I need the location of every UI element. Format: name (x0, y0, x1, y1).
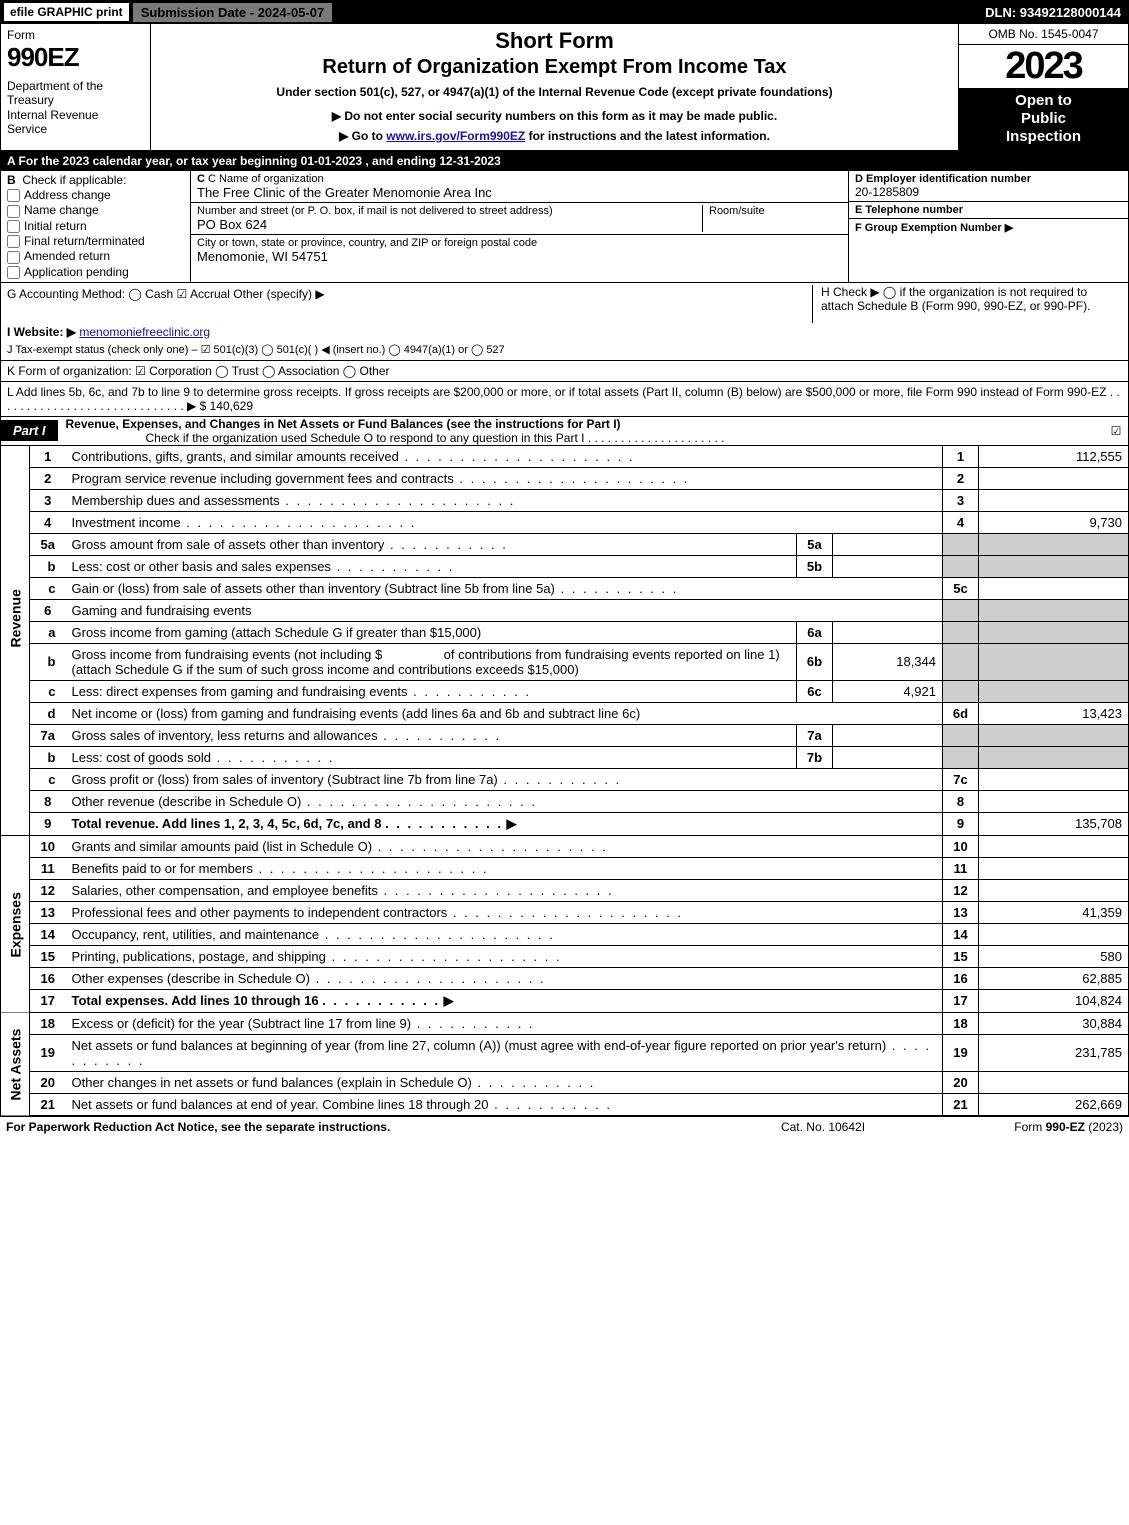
dln: DLN: 93492128000144 (985, 5, 1125, 20)
net-assets-side-label: Net Assets (1, 1013, 30, 1116)
amt-7c (979, 768, 1129, 790)
part-i-tab: Part I (1, 420, 58, 441)
irs-link[interactable]: www.irs.gov/Form990EZ (386, 129, 525, 143)
amt-10 (979, 836, 1129, 858)
section-bcdef: B Check if applicable: Address change Na… (0, 171, 1129, 283)
amt-1: 112,555 (979, 446, 1129, 468)
amt-14 (979, 923, 1129, 945)
amt-20 (979, 1071, 1129, 1093)
amt-15: 580 (979, 945, 1129, 967)
city-state-zip: Menomonie, WI 54751 (197, 249, 842, 264)
header-left: Form 990EZ Department of theTreasuryInte… (1, 24, 151, 150)
part-i-title: Revenue, Expenses, and Changes in Net As… (58, 417, 1104, 445)
website-link[interactable]: menomoniefreeclinic.org (79, 325, 210, 339)
short-form-title: Short Form (159, 28, 950, 54)
amt-9: 135,708 (979, 812, 1129, 835)
goto-line: ▶ Go to www.irs.gov/Form990EZ for instru… (159, 129, 950, 143)
box-7b (833, 746, 943, 768)
box-b: B Check if applicable: Address change Na… (1, 171, 191, 282)
expenses-table: Expenses 10 Grants and similar amounts p… (0, 836, 1129, 1013)
part-i-header: Part I Revenue, Expenses, and Changes in… (0, 417, 1129, 446)
chk-amended-return[interactable]: Amended return (7, 249, 184, 263)
amt-5c (979, 577, 1129, 599)
chk-final-return[interactable]: Final return/terminated (7, 234, 184, 248)
header-right: OMB No. 1545-0047 2023 Open toPublicInsp… (958, 24, 1128, 150)
amt-13: 41,359 (979, 901, 1129, 923)
tax-year: 2023 (959, 45, 1128, 88)
form-number: 990EZ (7, 42, 144, 73)
footer-cat: Cat. No. 10642I (723, 1120, 923, 1134)
amt-19: 231,785 (979, 1034, 1129, 1071)
line-k: K Form of organization: ☑ Corporation ◯ … (0, 361, 1129, 382)
revenue-table: Revenue 1 Contributions, gifts, grants, … (0, 446, 1129, 836)
box-7a (833, 724, 943, 746)
header-center: Short Form Return of Organization Exempt… (151, 24, 958, 150)
efile-label[interactable]: efile GRAPHIC print (4, 3, 129, 21)
line-l: L Add lines 5b, 6c, and 7b to line 9 to … (0, 382, 1129, 417)
department: Department of theTreasuryInternal Revenu… (7, 79, 144, 137)
footer-left: For Paperwork Reduction Act Notice, see … (6, 1120, 723, 1134)
form-word: Form (7, 28, 144, 42)
return-title: Return of Organization Exempt From Incom… (159, 56, 950, 79)
gross-receipts: 140,629 (210, 399, 253, 413)
box-c: C C Name of organization The Free Clinic… (191, 171, 848, 282)
ssn-warning: ▶ Do not enter social security numbers o… (159, 109, 950, 123)
under-section: Under section 501(c), 527, or 4947(a)(1)… (159, 85, 950, 99)
chk-initial-return[interactable]: Initial return (7, 219, 184, 233)
box-def: D Employer identification number 20-1285… (848, 171, 1128, 282)
line-j: J Tax-exempt status (check only one) – ☑… (7, 343, 1122, 356)
amt-6d: 13,423 (979, 702, 1129, 724)
amt-2 (979, 467, 1129, 489)
footer-right: Form 990-EZ (2023) (923, 1120, 1123, 1134)
box-5b (833, 555, 943, 577)
top-bar: efile GRAPHIC print Submission Date - 20… (0, 0, 1129, 24)
box-h: H Check ▶ ◯ if the organization is not r… (812, 285, 1122, 323)
chk-application-pending[interactable]: Application pending (7, 265, 184, 279)
box-5a (833, 533, 943, 555)
amt-18: 30,884 (979, 1013, 1129, 1035)
amt-12 (979, 879, 1129, 901)
row-ghij: H Check ▶ ◯ if the organization is not r… (0, 283, 1129, 361)
line-i: I Website: ▶ menomoniefreeclinic.org (7, 325, 1122, 339)
box-6b: 18,344 (833, 643, 943, 680)
street-address: PO Box 624 (197, 217, 702, 232)
net-assets-table: Net Assets 18 Excess or (deficit) for th… (0, 1013, 1129, 1116)
amt-11 (979, 857, 1129, 879)
ein: 20-1285809 (855, 185, 1122, 199)
box-6c: 4,921 (833, 680, 943, 702)
page-footer: For Paperwork Reduction Act Notice, see … (0, 1116, 1129, 1137)
expenses-side-label: Expenses (1, 836, 30, 1013)
revenue-side-label: Revenue (1, 446, 30, 791)
open-to-public: Open toPublicInspection (959, 88, 1128, 150)
amt-17: 104,824 (979, 989, 1129, 1012)
part-i-check: ☑ (1104, 424, 1128, 438)
chk-address-change[interactable]: Address change (7, 188, 184, 202)
amt-8 (979, 790, 1129, 812)
submission-date: Submission Date - 2024-05-07 (133, 3, 333, 22)
amt-4: 9,730 (979, 511, 1129, 533)
amt-16: 62,885 (979, 967, 1129, 989)
form-header: Form 990EZ Department of theTreasuryInte… (0, 24, 1129, 151)
amt-21: 262,669 (979, 1093, 1129, 1115)
org-name: The Free Clinic of the Greater Menomonie… (197, 185, 842, 200)
chk-name-change[interactable]: Name change (7, 203, 184, 217)
box-6a (833, 621, 943, 643)
omb-number: OMB No. 1545-0047 (959, 24, 1128, 45)
line-a: A For the 2023 calendar year, or tax yea… (0, 151, 1129, 171)
amt-3 (979, 489, 1129, 511)
